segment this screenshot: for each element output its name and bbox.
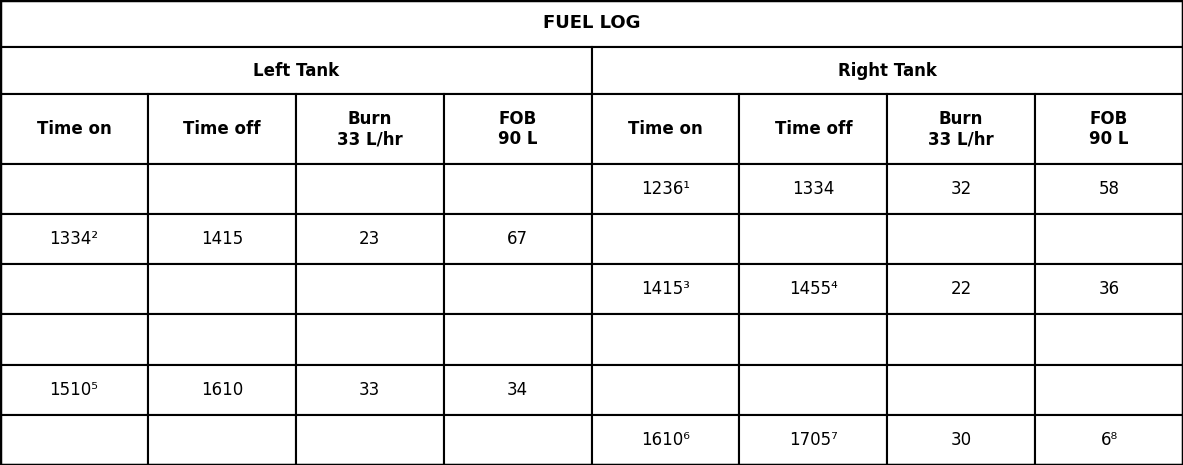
- Text: 36: 36: [1099, 280, 1119, 299]
- Bar: [592, 94, 739, 164]
- Text: 1415³: 1415³: [641, 280, 690, 299]
- Text: FUEL LOG: FUEL LOG: [543, 14, 640, 33]
- Bar: [148, 164, 296, 214]
- Bar: [296, 415, 444, 465]
- Bar: [1035, 214, 1183, 264]
- Bar: [1035, 365, 1183, 415]
- Text: Time off: Time off: [183, 120, 260, 138]
- Bar: [296, 94, 444, 164]
- Text: Time off: Time off: [775, 120, 852, 138]
- Bar: [592, 264, 739, 314]
- Bar: [1035, 264, 1183, 314]
- Bar: [739, 415, 887, 465]
- Text: 22: 22: [951, 280, 971, 299]
- Bar: [0, 94, 148, 164]
- Bar: [0, 415, 148, 465]
- Bar: [444, 415, 592, 465]
- Text: 33: 33: [360, 381, 380, 399]
- Bar: [739, 214, 887, 264]
- Text: 1415: 1415: [201, 230, 243, 248]
- Text: 34: 34: [508, 381, 528, 399]
- Bar: [0, 164, 148, 214]
- Text: 30: 30: [951, 431, 971, 449]
- Text: 23: 23: [360, 230, 380, 248]
- Bar: [592, 164, 739, 214]
- Bar: [592, 415, 739, 465]
- Text: 67: 67: [508, 230, 528, 248]
- Text: Left Tank: Left Tank: [253, 61, 338, 80]
- Text: FOB
90 L: FOB 90 L: [498, 110, 537, 148]
- Bar: [739, 164, 887, 214]
- Bar: [1035, 164, 1183, 214]
- Bar: [887, 214, 1035, 264]
- Bar: [296, 314, 444, 365]
- Text: 1236¹: 1236¹: [641, 180, 690, 198]
- Bar: [592, 47, 1183, 94]
- Text: 1610⁶: 1610⁶: [641, 431, 690, 449]
- Text: 58: 58: [1099, 180, 1119, 198]
- Bar: [592, 365, 739, 415]
- Bar: [1035, 314, 1183, 365]
- Text: FOB
90 L: FOB 90 L: [1090, 110, 1129, 148]
- Text: 1334: 1334: [793, 180, 834, 198]
- Bar: [296, 214, 444, 264]
- Bar: [0, 214, 148, 264]
- Text: Time on: Time on: [628, 120, 703, 138]
- Text: 1705⁷: 1705⁷: [789, 431, 838, 449]
- Bar: [0, 314, 148, 365]
- Bar: [148, 264, 296, 314]
- Bar: [148, 94, 296, 164]
- Bar: [1035, 415, 1183, 465]
- Text: Burn
33 L/hr: Burn 33 L/hr: [337, 110, 402, 148]
- Bar: [296, 164, 444, 214]
- Bar: [148, 214, 296, 264]
- Bar: [0, 47, 592, 94]
- Bar: [444, 214, 592, 264]
- Bar: [739, 264, 887, 314]
- Bar: [887, 365, 1035, 415]
- Bar: [887, 415, 1035, 465]
- Bar: [296, 264, 444, 314]
- Bar: [0, 0, 1183, 47]
- Bar: [739, 94, 887, 164]
- Bar: [148, 365, 296, 415]
- Text: 32: 32: [951, 180, 971, 198]
- Text: 1455⁴: 1455⁴: [789, 280, 838, 299]
- Bar: [887, 264, 1035, 314]
- Bar: [444, 264, 592, 314]
- Bar: [592, 314, 739, 365]
- Text: 1510⁵: 1510⁵: [50, 381, 98, 399]
- Bar: [148, 415, 296, 465]
- Text: 1334²: 1334²: [50, 230, 98, 248]
- Bar: [887, 94, 1035, 164]
- Bar: [887, 164, 1035, 214]
- Bar: [444, 94, 592, 164]
- Bar: [592, 214, 739, 264]
- Bar: [0, 365, 148, 415]
- Text: Time on: Time on: [37, 120, 111, 138]
- Bar: [887, 314, 1035, 365]
- Bar: [0, 264, 148, 314]
- Bar: [1035, 94, 1183, 164]
- Text: 6⁸: 6⁸: [1100, 431, 1118, 449]
- Bar: [739, 365, 887, 415]
- Bar: [444, 365, 592, 415]
- Bar: [444, 314, 592, 365]
- Text: 1610: 1610: [201, 381, 243, 399]
- Text: Right Tank: Right Tank: [838, 61, 937, 80]
- Bar: [444, 164, 592, 214]
- Bar: [739, 314, 887, 365]
- Text: Burn
33 L/hr: Burn 33 L/hr: [929, 110, 994, 148]
- Bar: [148, 314, 296, 365]
- Bar: [296, 365, 444, 415]
